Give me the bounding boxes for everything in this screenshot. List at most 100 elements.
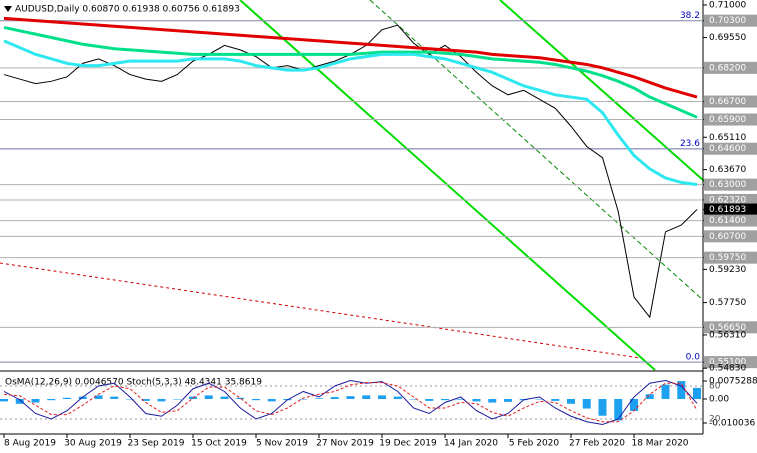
trend-line <box>499 0 713 189</box>
level-label-bg <box>704 113 757 126</box>
chart-title: AUDUSD,Daily 0.60870 0.61938 0.60756 0.6… <box>15 5 240 15</box>
osma-bar <box>614 398 623 421</box>
level-label-bg <box>704 251 757 264</box>
x-tick-label: 5 Nov 2019 <box>256 439 308 449</box>
y-tick-label: 0.54830 <box>709 364 746 374</box>
osma-bar <box>94 395 103 399</box>
osma-bar <box>378 395 386 399</box>
osma-bar <box>677 381 686 399</box>
y-tick-label: 0.0075288 <box>709 376 757 386</box>
y-tick-label: 0.71000 <box>709 0 746 10</box>
y-tick-label: 0.62320 <box>709 195 746 205</box>
x-tick-label: 15 Oct 2019 <box>191 439 247 449</box>
level-label-bg <box>704 14 757 27</box>
osma-bar <box>173 398 182 400</box>
osma-bar <box>110 396 119 399</box>
osma-bar <box>409 398 418 400</box>
osma-bar <box>598 398 607 416</box>
x-tick-label: 30 Aug 2019 <box>64 439 122 449</box>
osma-bar <box>63 397 71 399</box>
osma-bar <box>204 395 213 399</box>
level-label-bg <box>704 178 757 191</box>
y-tick-label: 0.70300 <box>709 16 746 26</box>
stoch-line <box>3 379 698 425</box>
osma-bar <box>645 394 654 399</box>
osma-bar <box>567 398 575 404</box>
osma-bar <box>0 398 8 402</box>
level-label-bg <box>704 95 757 108</box>
y-tick-label: 0.59750 <box>709 253 746 263</box>
y-tick-label: 0.65900 <box>709 115 746 125</box>
x-tick-label: 23 Sep 2019 <box>127 439 184 449</box>
osma-bar <box>362 395 371 399</box>
osma-bar <box>393 396 402 399</box>
fib-label: 23.6 <box>680 139 700 149</box>
x-tick-label: 8 Aug 2019 <box>4 439 56 449</box>
fib-label: 0.0 <box>686 353 701 363</box>
osma-bar <box>299 398 308 400</box>
level-label-bg <box>704 356 757 369</box>
channel-line <box>369 0 704 301</box>
stoch-line <box>3 382 698 423</box>
indicator-title: OsMA(12,26,9) 0.0046570 Stoch(5,3,3) 48.… <box>5 378 262 388</box>
x-tick-label: 27 Nov 2019 <box>316 439 374 449</box>
osma-bar <box>31 398 40 403</box>
osma-bar <box>47 398 56 401</box>
osma-bar <box>267 398 276 402</box>
y-tick-label: 0.64600 <box>709 144 746 154</box>
y-tick-label: 0.69550 <box>709 33 746 43</box>
osma-bar <box>630 398 638 411</box>
y-tick-label: 0.63670 <box>709 165 746 175</box>
osma-bar <box>582 398 591 409</box>
x-tick-label: 5 Feb 2020 <box>509 439 560 449</box>
osma-bar <box>141 398 150 401</box>
osma-bar <box>236 397 245 399</box>
y2-tick-label: 80 <box>709 381 721 391</box>
osma-bar <box>661 384 670 399</box>
y-tick-label: 0.68200 <box>709 63 746 73</box>
level-label-bg <box>704 230 757 243</box>
osma-bar <box>126 398 134 400</box>
x-tick-label: 14 Jan 2020 <box>444 439 498 449</box>
osma-bar <box>456 398 465 400</box>
y-tick-label: 0.59230 <box>709 265 746 275</box>
y-tick-label: 0.61400 <box>709 216 746 226</box>
osma-bar <box>157 398 166 402</box>
y-tick-label: 0.55100 <box>709 358 746 368</box>
osma-bar <box>346 396 355 399</box>
osma-bar <box>441 398 449 401</box>
x-tick-label: 19 Dec 2019 <box>379 439 437 449</box>
osma-bar <box>488 398 497 403</box>
y-tick-label: 0.66700 <box>709 97 746 107</box>
osma-bar <box>693 387 701 399</box>
level-label-bg <box>704 142 757 155</box>
level-label-bg <box>704 61 757 74</box>
level-label-bg <box>704 214 757 227</box>
y-tick-label: 0.61893 <box>709 205 746 215</box>
osma-bar <box>315 398 323 399</box>
y2-tick-label: 20 <box>709 414 721 424</box>
moving-average <box>3 16 698 99</box>
x-tick-label: 18 Mar 2020 <box>631 439 688 449</box>
current-label-bg <box>704 203 757 216</box>
osma-bar <box>472 398 481 402</box>
y-tick-label: -0.010036 <box>709 418 755 428</box>
osma-bar <box>425 398 434 401</box>
level-label-bg <box>704 321 757 334</box>
y-tick-label: 0.60700 <box>709 232 746 242</box>
x-tick-label: 27 Feb 2020 <box>569 439 625 449</box>
osma-bar <box>330 397 339 399</box>
osma-bar <box>551 398 560 401</box>
y-tick-label: 0.65110 <box>709 133 746 143</box>
y-tick-label: 0.56310 <box>709 330 746 340</box>
moving-average <box>3 39 698 187</box>
osma-bar <box>252 398 260 401</box>
osma-bar <box>78 396 87 399</box>
osma-bar <box>535 398 544 400</box>
y-tick-label: 0.56650 <box>709 323 746 333</box>
fib-label: 38.2 <box>680 11 700 21</box>
moving-average <box>3 25 698 119</box>
osma-bar <box>504 398 512 402</box>
